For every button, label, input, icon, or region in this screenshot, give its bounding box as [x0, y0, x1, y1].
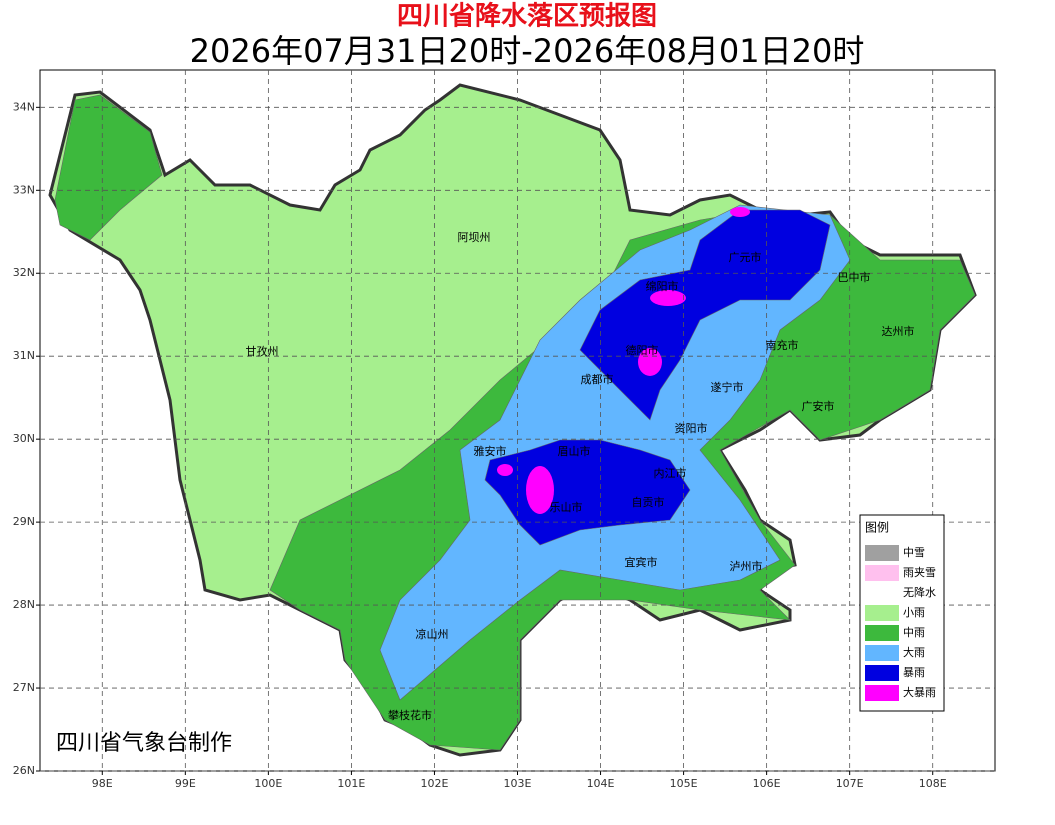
city-label: 德阳市: [626, 343, 659, 357]
legend-swatch: [865, 545, 899, 561]
legend-swatch: [865, 625, 899, 641]
torrential-rain: [650, 290, 686, 306]
city-label: 内江市: [654, 466, 687, 480]
legend-swatch: [865, 665, 899, 681]
legend-label: 大暴雨: [903, 685, 936, 699]
torrential-rain: [526, 466, 554, 514]
rainstorm-south: [484, 439, 691, 546]
y-tick-label: 32N: [13, 266, 35, 279]
legend-label: 中雨: [903, 626, 925, 639]
city-label: 甘孜州: [246, 344, 279, 358]
city-label: 达州市: [882, 324, 915, 338]
legend-swatch: [865, 685, 899, 701]
legend-swatch: [865, 585, 899, 601]
city-label: 自贡市: [632, 495, 665, 509]
x-tick-label: 103E: [504, 777, 532, 790]
legend-label: 大雨: [903, 645, 925, 659]
city-label: 广安市: [802, 399, 835, 413]
x-tick-label: 100E: [254, 777, 282, 790]
city-label: 凉山州: [416, 627, 449, 641]
y-tick-label: 34N: [13, 100, 35, 113]
x-tick-label: 98E: [92, 777, 113, 790]
city-label: 眉山市: [558, 444, 591, 458]
city-label: 广元市: [729, 250, 762, 264]
city-label: 资阳市: [675, 421, 708, 435]
city-label: 泸州市: [730, 559, 763, 573]
torrential-rain: [638, 348, 662, 376]
x-tick-label: 106E: [753, 777, 781, 790]
city-label: 巴中市: [838, 270, 871, 284]
title: 四川省降水落区预报图: [397, 1, 657, 32]
y-tick-label: 26N: [13, 764, 35, 777]
legend-swatch: [865, 605, 899, 621]
moderate-rain-nw: [54, 94, 163, 241]
city-label: 雅安市: [474, 444, 507, 458]
grid: [36, 70, 995, 775]
precip-layers: [48, 83, 977, 757]
city-label: 南充市: [766, 338, 799, 352]
y-tick-label: 27N: [13, 681, 35, 694]
legend-label: 暴雨: [903, 666, 925, 679]
legend-swatch: [865, 565, 899, 581]
y-tick-label: 29N: [13, 515, 35, 528]
subtitle: 2026年07月31日20时-2026年08月01日20时: [190, 32, 865, 70]
city-label: 攀枝花市: [388, 708, 432, 722]
x-tick-label: 101E: [337, 777, 365, 790]
credit: 四川省气象台制作: [56, 731, 232, 756]
torrential-rain: [730, 207, 750, 217]
x-tick-label: 104E: [587, 777, 615, 790]
y-tick-label: 31N: [13, 349, 35, 362]
y-tick-label: 28N: [13, 598, 35, 611]
city-label: 绵阳市: [646, 279, 679, 293]
city-label: 乐山市: [550, 500, 583, 514]
legend-label: 小雨: [903, 606, 925, 619]
city-label: 宜宾市: [625, 555, 658, 569]
x-tick-label: 107E: [836, 777, 864, 790]
legend-label: 无降水: [903, 585, 936, 599]
y-tick-label: 30N: [13, 432, 35, 445]
city-label: 遂宁市: [711, 380, 744, 394]
x-tick-label: 105E: [670, 777, 698, 790]
legend-title: 图例: [865, 521, 889, 535]
y-tick-label: 33N: [13, 183, 35, 196]
x-tick-label: 99E: [175, 777, 196, 790]
city-label: 成都市: [581, 372, 614, 386]
legend-label: 雨夹雪: [903, 566, 936, 579]
legend-swatch: [865, 645, 899, 661]
x-tick-label: 108E: [919, 777, 947, 790]
city-label: 阿坝州: [458, 230, 491, 244]
legend-label: 中雪: [903, 546, 925, 559]
torrential-rain: [497, 464, 513, 476]
x-tick-label: 102E: [420, 777, 448, 790]
city-labels: 阿坝州 甘孜州 绵阳市 巴中市 达州市 南充市 德阳市 成都市 遂宁市 广安市 …: [246, 230, 915, 722]
